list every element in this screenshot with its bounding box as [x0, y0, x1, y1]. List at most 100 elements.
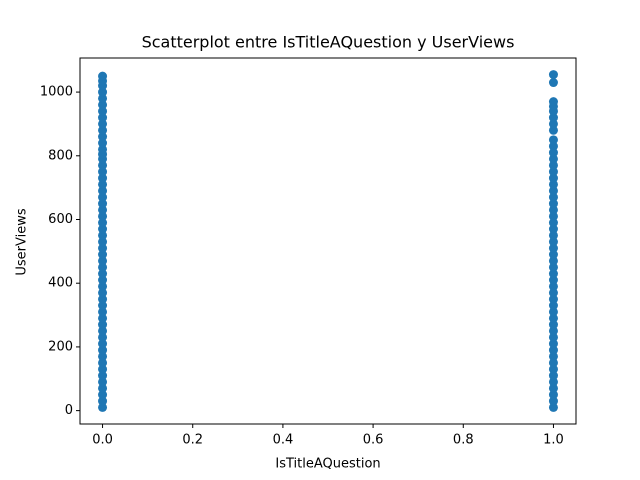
scatter-point: [98, 224, 108, 234]
scatter-point: [98, 119, 108, 129]
y-tick-label: 800: [48, 148, 73, 163]
scatter-point: [548, 339, 558, 349]
scatter-point: [98, 100, 108, 110]
scatter-point: [548, 237, 558, 247]
scatter-point: [548, 288, 558, 298]
scatter-point: [98, 269, 108, 279]
scatter-point: [98, 71, 108, 81]
scatter-point: [548, 141, 558, 151]
x-tick-label: 0.2: [182, 433, 203, 448]
scatter-point: [98, 358, 108, 368]
scatter-point: [98, 132, 108, 142]
scatter-point: [98, 125, 108, 135]
scatter-point: [98, 138, 108, 148]
scatter-point: [548, 281, 558, 291]
scatter-point: [98, 250, 108, 260]
x-axis-label: IsTitleAQuestion: [275, 457, 380, 472]
scatter-point: [548, 364, 558, 374]
scatter-point: [98, 230, 108, 240]
scatter-point: [548, 307, 558, 317]
scatter-point: [548, 125, 558, 135]
x-tick-label: 0.0: [92, 433, 113, 448]
y-tick-label: 200: [48, 339, 73, 354]
chart-title: Scatterplot entre IsTitleAQuestion y Use…: [142, 33, 515, 52]
scatter-point: [98, 237, 108, 247]
scatter-point: [98, 218, 108, 228]
scatter-point: [548, 230, 558, 240]
scatter-point: [98, 288, 108, 298]
scatter-point: [548, 173, 558, 183]
scatter-point: [548, 205, 558, 215]
scatter-point: [548, 402, 558, 412]
scatter-point: [98, 294, 108, 304]
scatter-point: [98, 167, 108, 177]
scatter-point: [548, 358, 558, 368]
scatter-point: [548, 320, 558, 330]
scatter-point: [98, 371, 108, 381]
scatter-point: [548, 250, 558, 260]
scatter-point: [548, 243, 558, 253]
scatter-point: [98, 93, 108, 103]
scatter-point: [98, 199, 108, 209]
scatter-point: [98, 179, 108, 189]
scatter-point: [548, 211, 558, 221]
plot-frame: [79, 57, 577, 425]
scatter-point: [548, 326, 558, 336]
scatter-point: [98, 313, 108, 323]
scatter-point: [548, 313, 558, 323]
scatter-point: [548, 119, 558, 129]
scatter-point: [548, 396, 558, 406]
scatter-point: [98, 262, 108, 272]
scatter-point: [98, 87, 108, 97]
x-tick-label: 0.8: [453, 433, 474, 448]
scatter-point: [98, 211, 108, 221]
scatter-point: [548, 351, 558, 361]
scatter-point: [548, 218, 558, 228]
scatter-point: [98, 113, 108, 123]
scatter-point: [98, 160, 108, 170]
y-tick-label: 1000: [40, 85, 73, 100]
scatter-point: [548, 148, 558, 158]
y-axis-label: UserViews: [15, 208, 30, 275]
y-tick-label: 0: [65, 403, 73, 418]
scatter-point: [98, 192, 108, 202]
scatter-point: [98, 173, 108, 183]
scatter-point: [548, 199, 558, 209]
scatter-point: [98, 396, 108, 406]
scatter-point: [548, 332, 558, 342]
scatter-point: [548, 179, 558, 189]
scatter-point: [548, 269, 558, 279]
scatter-point: [98, 332, 108, 342]
scatter-point: [548, 192, 558, 202]
scatter-point: [98, 351, 108, 361]
scatter-point: [548, 70, 558, 80]
scatter-point: [98, 364, 108, 374]
scatter-point: [548, 262, 558, 272]
scatter-point: [548, 301, 558, 311]
scatter-point: [98, 144, 108, 154]
x-tick-label: 0.6: [363, 433, 384, 448]
scatter-point: [548, 377, 558, 387]
x-tick-label: 0.4: [273, 433, 294, 448]
x-tick-label: 1.0: [543, 433, 564, 448]
scatter-point: [98, 281, 108, 291]
y-tick-label: 600: [48, 212, 73, 227]
scatter-point: [98, 301, 108, 311]
scatter-point: [548, 113, 558, 123]
scatter-point: [98, 256, 108, 266]
scatter-point: [98, 390, 108, 400]
scatter-point: [548, 345, 558, 355]
scatter-point: [98, 402, 108, 412]
scatter-point: [548, 275, 558, 285]
scatter-point: [548, 224, 558, 234]
scatter-point: [548, 97, 558, 107]
scatter-point: [548, 390, 558, 400]
scatter-point: [98, 377, 108, 387]
scatter-point: [98, 339, 108, 349]
scatter-point: [548, 294, 558, 304]
scatter-point: [98, 307, 108, 317]
scatter-point: [548, 160, 558, 170]
scatter-point: [98, 243, 108, 253]
